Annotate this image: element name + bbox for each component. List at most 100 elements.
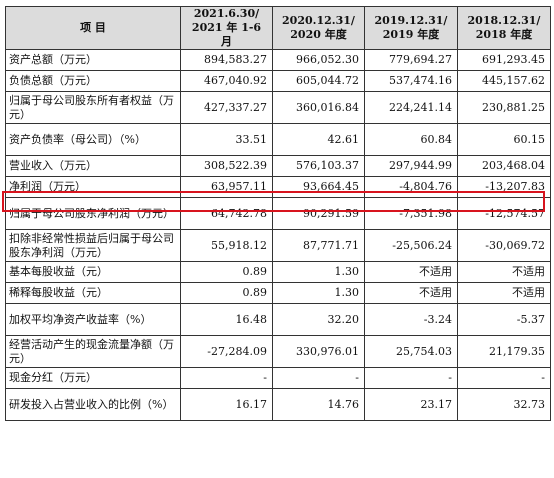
cell-value: 90,291.59 — [272, 197, 365, 230]
cell-value: 224,241.14 — [364, 91, 458, 124]
table-row-revenue: 营业收入（万元） 308,522.39 576,103.37 297,944.9… — [5, 155, 551, 177]
cell-value: 60.84 — [364, 123, 458, 156]
row-label: 现金分红（万元） — [5, 367, 181, 389]
header-period-2020: 2020.12.31/2020 年度 — [272, 6, 365, 50]
table-row-operating-cash-flow: 经营活动产生的现金流量净额（万元） -27,284.09 330,976.01 … — [5, 335, 551, 368]
cell-value: 21,179.35 — [457, 335, 551, 368]
cell-value: 537,474.16 — [364, 70, 458, 92]
table-row-parent-equity: 归属于母公司股东所有者权益（万元） 427,337.27 360,016.84 … — [5, 91, 551, 124]
cell-value: 不适用 — [364, 282, 458, 304]
row-label: 加权平均净资产收益率（%） — [5, 303, 181, 336]
cell-value: 23.17 — [364, 388, 458, 421]
cell-value: 32.20 — [272, 303, 365, 336]
cell-value: 60.15 — [457, 123, 551, 156]
cell-value: 445,157.62 — [457, 70, 551, 92]
table-row-diluted-eps: 稀释每股收益（元） 0.89 1.30 不适用 不适用 — [5, 282, 551, 304]
table-header-row: 项 目 2021.6.30/2021 年 1-6 月 2020.12.31/20… — [5, 6, 551, 50]
header-period-line1: 2018.12.31/ — [467, 14, 541, 27]
table-row-parent-net-profit: 归属于母公司股东净利润（万元） 64,742.78 90,291.59 -7,3… — [5, 197, 551, 230]
table-row-cash-dividend: 现金分红（万元） - - - - — [5, 367, 551, 389]
cell-value: 308,522.39 — [180, 155, 273, 177]
header-period-line2: 2019 年度 — [382, 28, 440, 41]
header-period-2018: 2018.12.31/2018 年度 — [457, 6, 551, 50]
cell-value: 16.17 — [180, 388, 273, 421]
cell-value: 467,040.92 — [180, 70, 273, 92]
cell-value: -3.24 — [364, 303, 458, 336]
header-period-2021h1: 2021.6.30/2021 年 1-6 月 — [180, 6, 273, 50]
cell-value: 64,742.78 — [180, 197, 273, 230]
header-period-line1: 2020.12.31/ — [282, 14, 355, 27]
cell-value: -25,506.24 — [364, 229, 458, 262]
cell-value: -4,804.76 — [364, 176, 458, 198]
table-row-basic-eps: 基本每股收益（元） 0.89 1.30 不适用 不适用 — [5, 261, 551, 283]
header-period-line1: 2019.12.31/ — [374, 14, 448, 27]
table-row-net-profit: 净利润（万元） 63,957.11 93,664.45 -4,804.76 -1… — [5, 176, 551, 198]
cell-value: 不适用 — [364, 261, 458, 283]
cell-value: 87,771.71 — [272, 229, 365, 262]
table-row-debt-ratio: 资产负债率（母公司）（%） 33.51 42.61 60.84 60.15 — [5, 123, 551, 156]
cell-value: 0.89 — [180, 282, 273, 304]
cell-value: 297,944.99 — [364, 155, 458, 177]
cell-value: -13,207.83 — [457, 176, 551, 198]
row-label: 资产负债率（母公司）（%） — [5, 123, 181, 156]
cell-value: - — [180, 367, 273, 389]
cell-value: 779,694.27 — [364, 49, 458, 71]
cell-value: -7,351.98 — [364, 197, 458, 230]
row-label: 净利润（万元） — [5, 176, 181, 198]
table-row-total-liabilities: 负债总额（万元） 467,040.92 605,044.72 537,474.1… — [5, 70, 551, 92]
table-row-deducted-net-profit: 扣除非经常性损益后归属于母公司股东净利润（万元） 55,918.12 87,77… — [5, 229, 551, 262]
cell-value: 360,016.84 — [272, 91, 365, 124]
cell-value: 93,664.45 — [272, 176, 365, 198]
cell-value: 230,881.25 — [457, 91, 551, 124]
cell-value: -27,284.09 — [180, 335, 273, 368]
cell-value: 63,957.11 — [180, 176, 273, 198]
table-row-rd-ratio: 研发投入占营业收入的比例（%） 16.17 14.76 23.17 32.73 — [5, 388, 551, 421]
cell-value: 不适用 — [457, 261, 551, 283]
cell-value: 0.89 — [180, 261, 273, 283]
cell-value: 1.30 — [272, 282, 365, 304]
row-label: 营业收入（万元） — [5, 155, 181, 177]
cell-value: 691,293.45 — [457, 49, 551, 71]
cell-value: 605,044.72 — [272, 70, 365, 92]
cell-value: 427,337.27 — [180, 91, 273, 124]
cell-value: -30,069.72 — [457, 229, 551, 262]
header-period-line2: 2020 年度 — [290, 28, 347, 41]
header-period-line2: 2021 年 1-6 月 — [191, 21, 262, 48]
table-row-roe: 加权平均净资产收益率（%） 16.48 32.20 -3.24 -5.37 — [5, 303, 551, 336]
row-label: 归属于母公司股东所有者权益（万元） — [5, 91, 181, 124]
cell-value: - — [364, 367, 458, 389]
cell-value: 203,468.04 — [457, 155, 551, 177]
row-label: 稀释每股收益（元） — [5, 282, 181, 304]
cell-value: 16.48 — [180, 303, 273, 336]
cell-value: 576,103.37 — [272, 155, 365, 177]
header-period-line2: 2018 年度 — [475, 28, 533, 41]
cell-value: 33.51 — [180, 123, 273, 156]
table-row-total-assets: 资产总额（万元） 894,583.27 966,052.30 779,694.2… — [5, 49, 551, 71]
cell-value: -5.37 — [457, 303, 551, 336]
cell-value: - — [272, 367, 365, 389]
row-label: 经营活动产生的现金流量净额（万元） — [5, 335, 181, 368]
cell-value: 966,052.30 — [272, 49, 365, 71]
cell-value: 55,918.12 — [180, 229, 273, 262]
financial-data-table: 项 目 2021.6.30/2021 年 1-6 月 2020.12.31/20… — [5, 6, 551, 421]
row-label: 扣除非经常性损益后归属于母公司股东净利润（万元） — [5, 229, 181, 262]
cell-value: 330,976.01 — [272, 335, 365, 368]
cell-value: 32.73 — [457, 388, 551, 421]
cell-value: 14.76 — [272, 388, 365, 421]
cell-value: 42.61 — [272, 123, 365, 156]
cell-value: - — [457, 367, 551, 389]
cell-value: -12,574.57 — [457, 197, 551, 230]
row-label: 研发投入占营业收入的比例（%） — [5, 388, 181, 421]
header-item: 项 目 — [5, 6, 181, 50]
row-label: 基本每股收益（元） — [5, 261, 181, 283]
row-label: 负债总额（万元） — [5, 70, 181, 92]
row-label: 归属于母公司股东净利润（万元） — [5, 197, 181, 230]
header-period-2019: 2019.12.31/2019 年度 — [364, 6, 458, 50]
cell-value: 不适用 — [457, 282, 551, 304]
row-label: 资产总额（万元） — [5, 49, 181, 71]
cell-value: 25,754.03 — [364, 335, 458, 368]
cell-value: 894,583.27 — [180, 49, 273, 71]
cell-value: 1.30 — [272, 261, 365, 283]
header-period-line1: 2021.6.30/ — [193, 7, 260, 20]
